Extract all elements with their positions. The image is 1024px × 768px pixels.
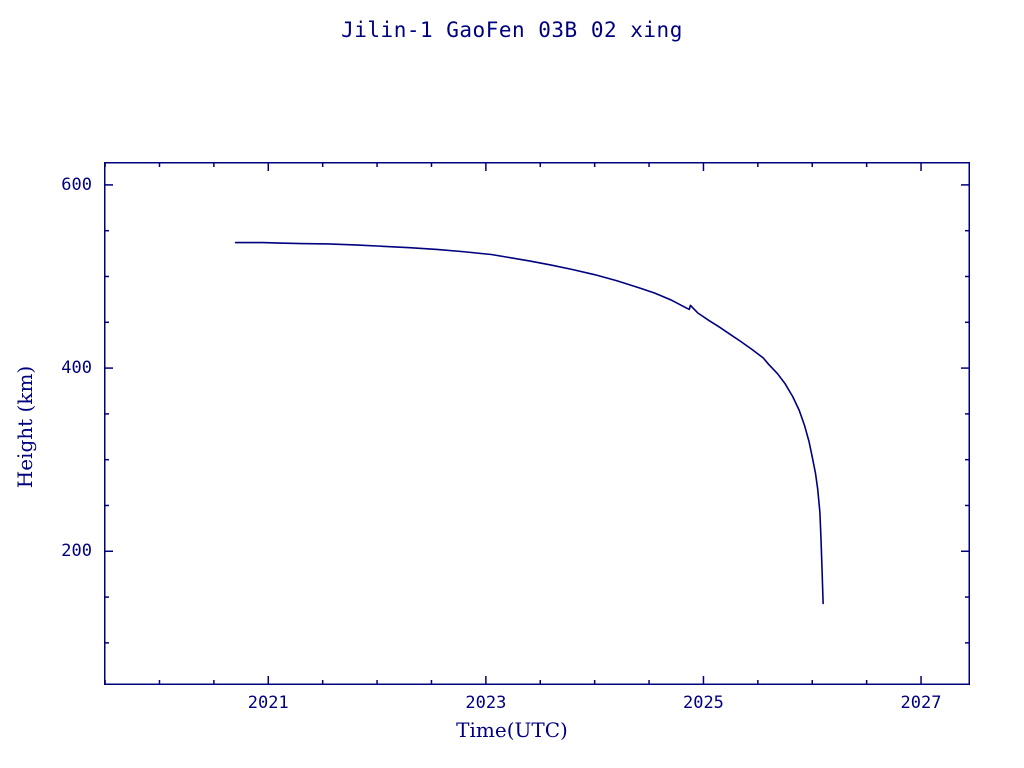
x-tick-label: 2025	[682, 693, 724, 713]
y-tick-label: 200	[61, 541, 92, 562]
x-tick-label: 2027	[900, 693, 942, 713]
y-axis-title: Height (km)	[13, 365, 37, 489]
plot-frame	[104, 162, 970, 685]
height-decay-line	[234, 241, 824, 605]
x-axis-title: Time(UTC)	[456, 718, 568, 742]
x-tick-marks	[104, 162, 922, 685]
x-tick-label: 2023	[465, 693, 507, 713]
x-tick-label: 2021	[247, 693, 289, 713]
y-tick-marks	[104, 184, 970, 644]
y-tick-label: 400	[61, 358, 92, 379]
chart-title: Jilin-1 GaoFen 03B 02 xing	[341, 18, 683, 42]
plot-svg	[104, 162, 970, 685]
y-tick-label: 600	[61, 174, 92, 195]
plot-area	[104, 162, 970, 685]
